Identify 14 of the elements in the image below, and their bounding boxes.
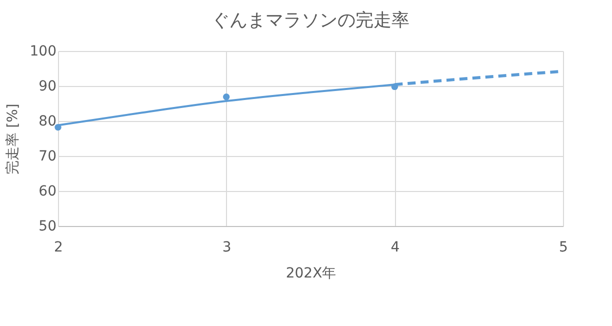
y-tick-label: 70 — [38, 148, 56, 164]
x-tick-label: 4 — [390, 240, 400, 256]
y-tick-label: 50 — [38, 218, 56, 234]
x-tick-label: 5 — [559, 240, 568, 256]
x-axis-title: 202X年 — [286, 266, 336, 282]
y-tick-label: 60 — [38, 184, 56, 200]
chart-title: ぐんまマラソンの完走率 — [212, 10, 410, 31]
y-tick-label: 100 — [30, 44, 56, 60]
y-tick-label: 80 — [38, 114, 56, 130]
x-tick-label: 2 — [54, 240, 63, 256]
y-tick-label: 90 — [38, 78, 56, 94]
y-axis-title: 完走率 [%] — [4, 104, 21, 174]
x-tick-label: 3 — [222, 240, 232, 256]
point — [222, 94, 230, 100]
